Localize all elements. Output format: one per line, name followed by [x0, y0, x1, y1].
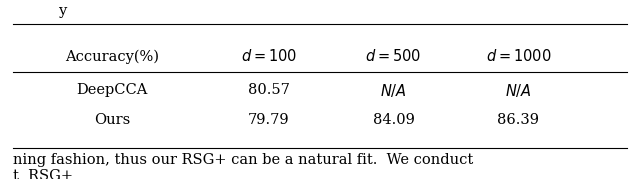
Text: 84.09: 84.09: [372, 113, 415, 127]
Text: $N/A$: $N/A$: [380, 82, 407, 99]
Text: 79.79: 79.79: [248, 113, 290, 127]
Text: DeepCCA: DeepCCA: [76, 83, 148, 97]
Text: $d = 500$: $d = 500$: [365, 48, 422, 64]
Text: ning fashion, thus our RSG+ can be a natural fit.  We conduct: ning fashion, thus our RSG+ can be a nat…: [13, 153, 473, 167]
Text: t  RSG+: t RSG+: [13, 169, 73, 179]
Text: 80.57: 80.57: [248, 83, 290, 97]
Text: $d = 100$: $d = 100$: [241, 48, 297, 64]
Text: $d = 1000$: $d = 1000$: [486, 48, 551, 64]
Text: y: y: [58, 4, 66, 18]
Text: Accuracy(%): Accuracy(%): [65, 49, 159, 64]
Text: Ours: Ours: [94, 113, 130, 127]
Text: $N/A$: $N/A$: [505, 82, 532, 99]
Text: 86.39: 86.39: [497, 113, 540, 127]
